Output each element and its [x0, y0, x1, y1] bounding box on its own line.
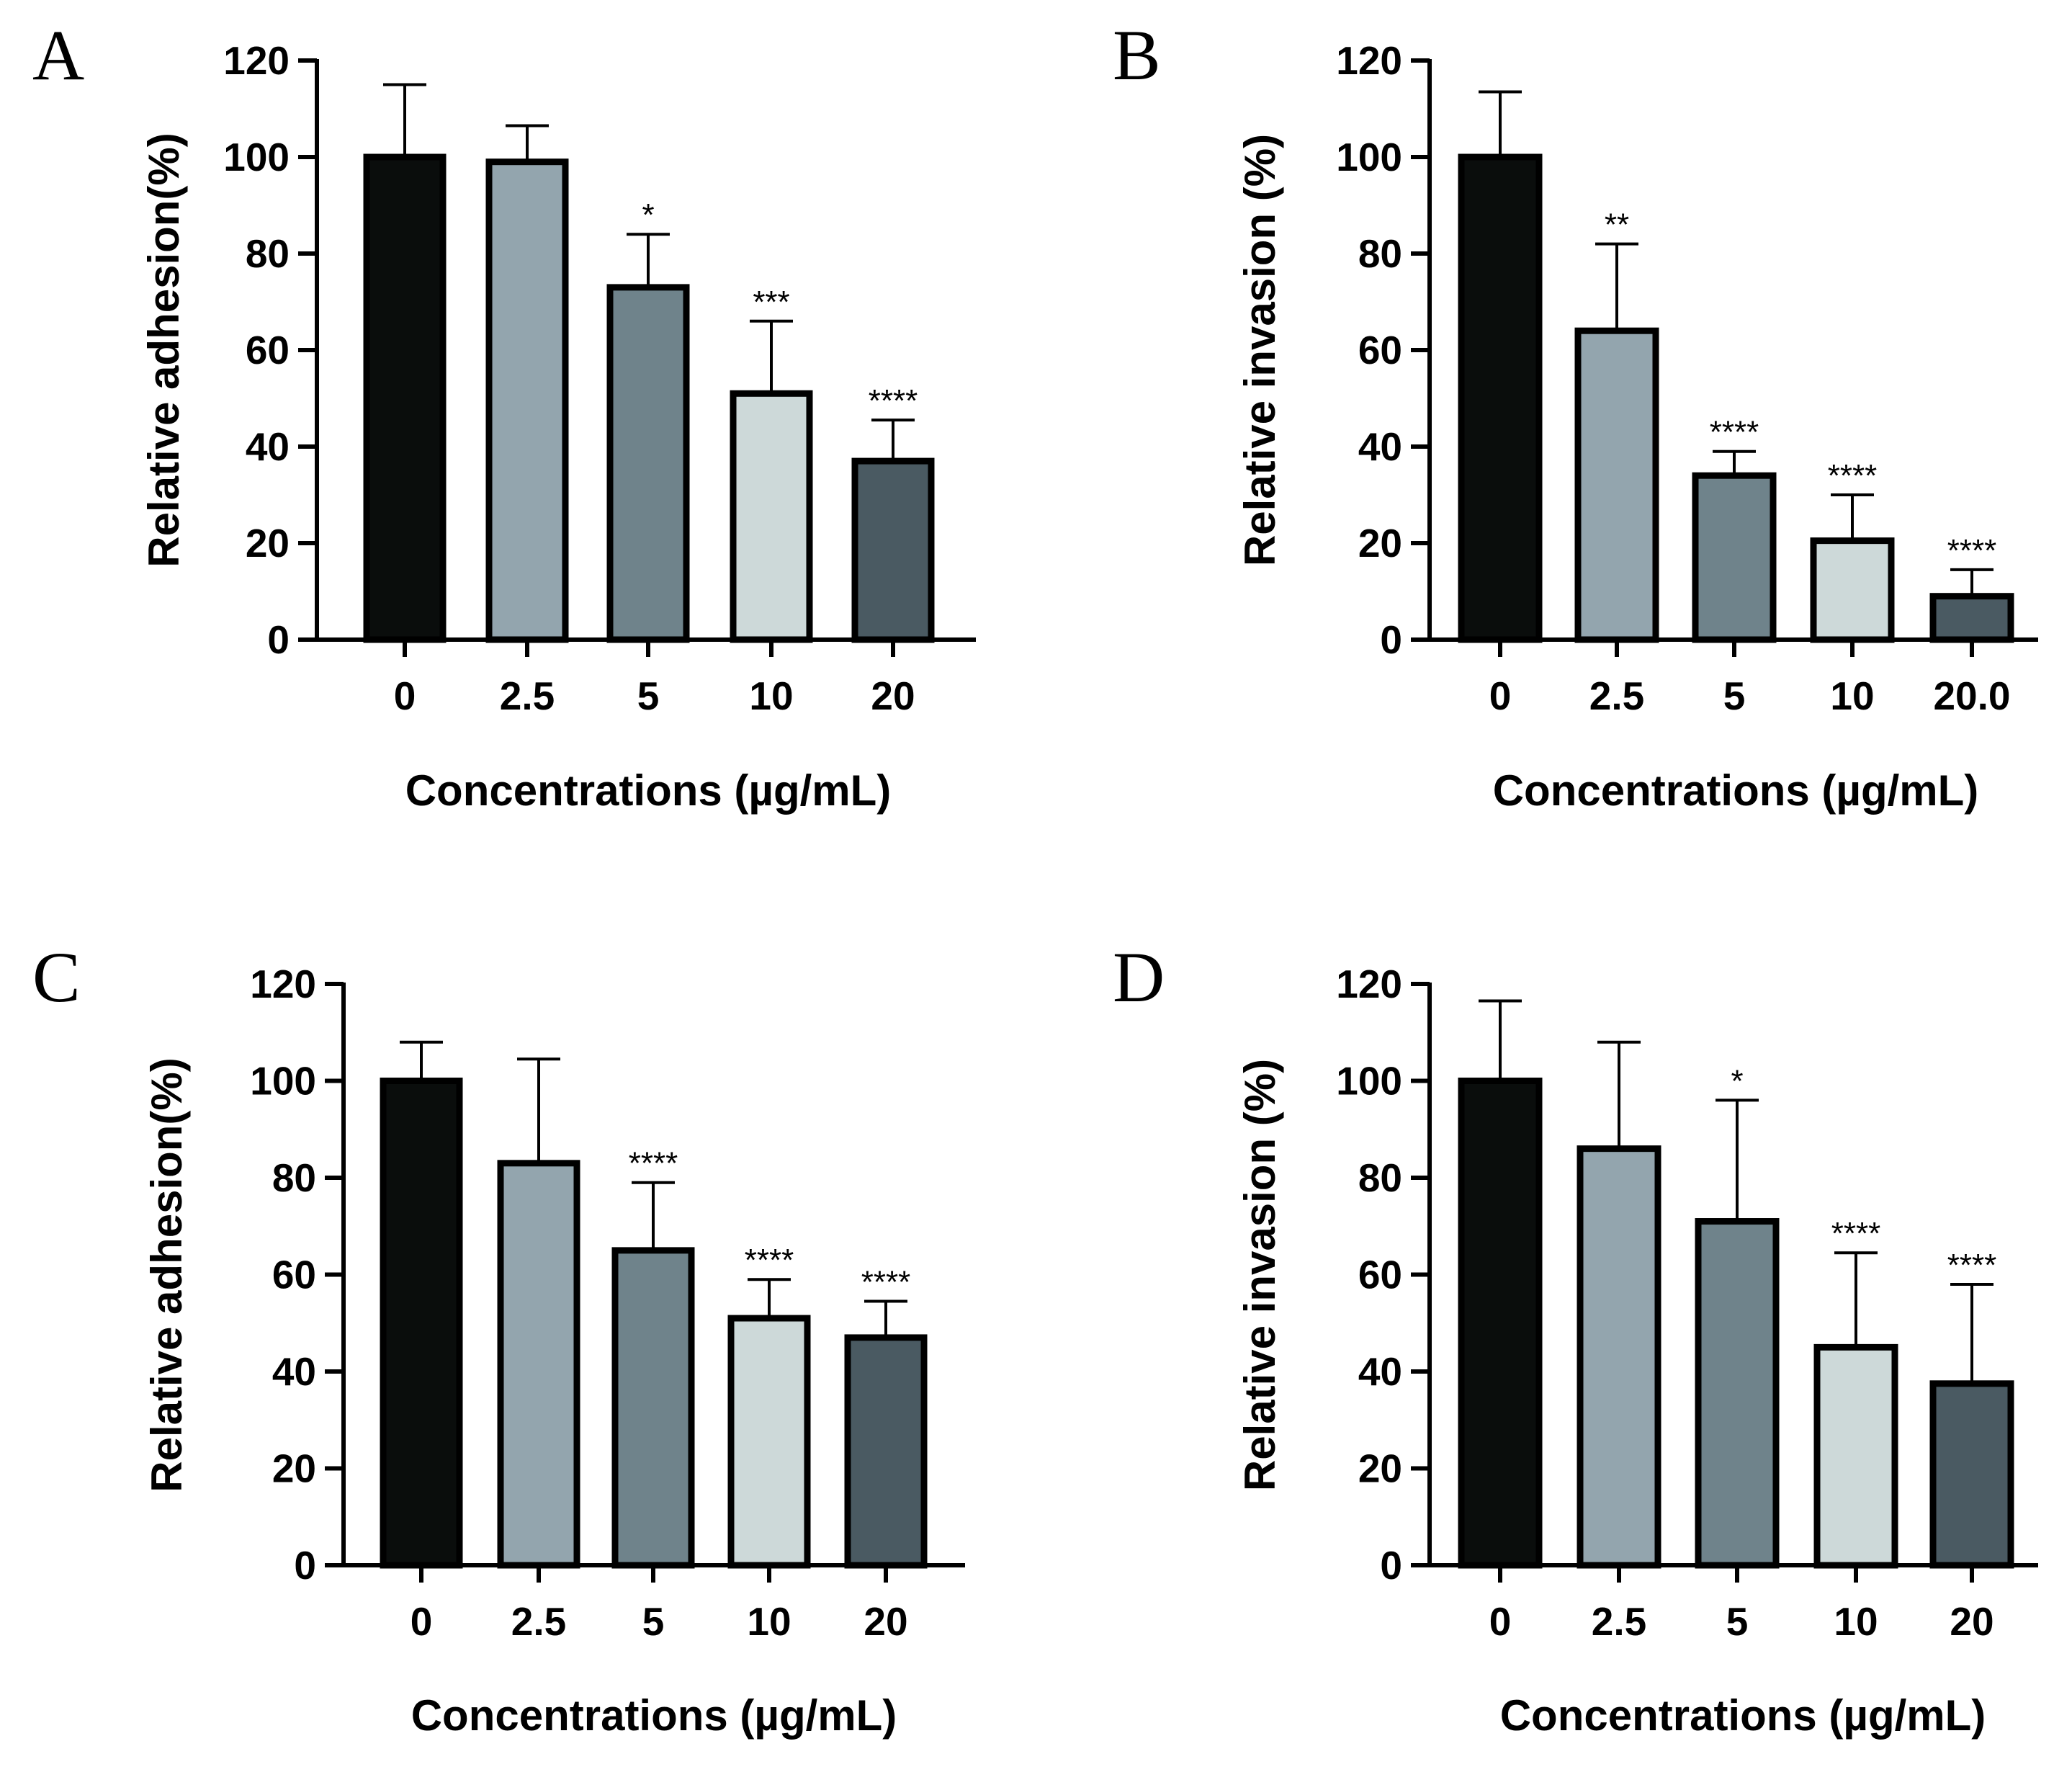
bar	[1929, 1380, 2014, 1569]
x-axis-title: Concentrations (µg/mL)	[405, 766, 892, 815]
x-tick-label: 10	[1834, 1599, 1878, 1644]
x-tick-label: 2.5	[511, 1599, 566, 1644]
y-tick-label: 40	[1358, 424, 1402, 469]
bar	[1929, 593, 2014, 643]
y-tick-label: 40	[246, 424, 290, 469]
significance-label: ****	[1947, 1248, 1997, 1283]
bar	[1695, 1218, 1780, 1569]
bar	[606, 284, 690, 643]
y-axis-title: Relative invasion (%)	[1236, 134, 1284, 566]
bar	[363, 153, 447, 643]
y-tick-label: 80	[1358, 231, 1402, 276]
y-tick-label: 80	[1358, 1155, 1402, 1200]
x-tick-label: 5	[1726, 1599, 1749, 1644]
bar	[380, 1078, 463, 1569]
bar	[727, 1315, 811, 1569]
y-axis-title: Relative adhesion(%)	[140, 133, 188, 568]
panel-letter: A	[32, 15, 84, 95]
bar	[1574, 327, 1659, 643]
bar	[1458, 153, 1543, 643]
y-tick-label: 0	[294, 1543, 316, 1588]
x-tick-label: 5	[642, 1599, 665, 1644]
panel-B: B 0 20 40 60 80 100 120 0 2.5 ** 5 **** 10 **** 20.0 ***…	[1113, 15, 2038, 815]
x-tick-label: 10	[749, 674, 793, 718]
panel-letter: B	[1113, 15, 1161, 95]
y-tick-label: 120	[223, 38, 290, 83]
y-tick-label: 120	[1336, 38, 1402, 83]
y-tick-label: 20	[1358, 521, 1402, 565]
y-tick-label: 100	[250, 1059, 316, 1104]
y-tick-label: 0	[1380, 1543, 1402, 1588]
x-tick-label: 5	[1723, 674, 1746, 718]
significance-label: *	[642, 197, 654, 233]
significance-label: ****	[1947, 533, 1997, 568]
panel-C: C 0 20 40 60 80 100 120 0 2.5 5 **** 10 **** 20 **** Con…	[32, 937, 965, 1740]
bar	[1692, 472, 1777, 643]
significance-label: *	[1731, 1063, 1743, 1098]
x-tick-label: 10	[1830, 674, 1874, 718]
y-axis-title: Relative invasion (%)	[1236, 1059, 1284, 1491]
significance-label: ****	[1828, 458, 1878, 493]
bar	[611, 1247, 695, 1569]
x-tick-label: 0	[394, 674, 416, 718]
x-tick-label: 0	[411, 1599, 433, 1644]
y-tick-label: 100	[1336, 1059, 1402, 1104]
significance-label: ****	[629, 1146, 678, 1181]
bar	[1810, 537, 1895, 643]
y-tick-label: 20	[272, 1446, 316, 1491]
bar	[497, 1160, 580, 1569]
significance-label: ****	[745, 1243, 794, 1278]
y-tick-label: 120	[1336, 962, 1402, 1006]
significance-label: ****	[861, 1264, 911, 1299]
x-axis-title: Concentrations (µg/mL)	[1493, 766, 1979, 815]
x-tick-label: 20.0	[1933, 674, 2010, 718]
x-tick-label: 10	[747, 1599, 791, 1644]
panel-letter: D	[1113, 937, 1165, 1017]
y-tick-label: 60	[1358, 1253, 1402, 1297]
bar	[1577, 1145, 1661, 1569]
y-tick-label: 80	[272, 1155, 316, 1200]
y-tick-label: 80	[246, 231, 290, 276]
significance-label: ****	[869, 383, 918, 419]
x-tick-label: 2.5	[1592, 1599, 1646, 1644]
x-axis-title: Concentrations (µg/mL)	[1500, 1691, 1986, 1740]
x-tick-label: 0	[1489, 674, 1512, 718]
y-tick-label: 20	[246, 521, 290, 565]
bar	[1458, 1078, 1543, 1569]
significance-label: ***	[753, 285, 789, 320]
y-tick-label: 0	[1380, 617, 1402, 662]
bar	[1813, 1343, 1898, 1569]
panel-A: A 0 20 40 60 80 100 120 0 2.5 5 * 10 *** 20 **** Concent…	[32, 15, 976, 815]
bar	[485, 158, 569, 643]
y-tick-label: 20	[1358, 1446, 1402, 1491]
y-tick-label: 100	[1336, 135, 1402, 179]
y-tick-label: 60	[1358, 328, 1402, 372]
significance-label: **	[1605, 207, 1629, 243]
y-tick-label: 0	[267, 617, 290, 662]
y-tick-label: 60	[246, 328, 290, 372]
x-tick-label: 2.5	[500, 674, 555, 718]
bar	[730, 390, 813, 643]
x-tick-label: 0	[1489, 1599, 1512, 1644]
x-axis-title: Concentrations (µg/mL)	[411, 1691, 897, 1740]
panel-letter: C	[32, 937, 81, 1017]
x-tick-label: 5	[637, 674, 660, 718]
y-tick-label: 100	[223, 135, 290, 179]
y-axis-title: Relative adhesion(%)	[143, 1057, 191, 1493]
x-tick-label: 20	[1950, 1599, 1993, 1644]
bar	[851, 457, 935, 643]
panel-D: D 0 20 40 60 80 100 120 0 2.5 5 * 10 **** 20 **** Concen…	[1113, 937, 2038, 1740]
y-tick-label: 40	[1358, 1349, 1402, 1394]
significance-label: ****	[1710, 415, 1759, 450]
bar	[844, 1334, 928, 1569]
significance-label: ****	[1831, 1216, 1881, 1251]
x-tick-label: 2.5	[1589, 674, 1644, 718]
y-tick-label: 40	[272, 1349, 316, 1394]
y-tick-label: 60	[272, 1253, 316, 1297]
x-tick-label: 20	[871, 674, 915, 718]
x-tick-label: 20	[864, 1599, 907, 1644]
y-tick-label: 120	[250, 962, 316, 1006]
